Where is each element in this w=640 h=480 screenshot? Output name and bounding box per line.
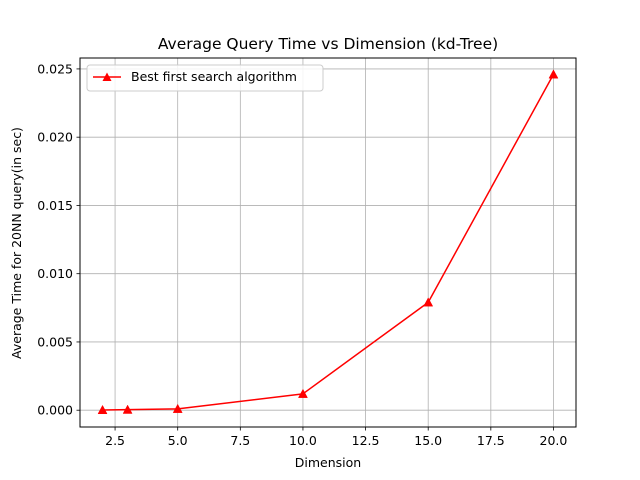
- gridlines: [80, 58, 576, 427]
- y-tick-label: 0.010: [37, 266, 73, 281]
- legend-box: [86, 64, 324, 92]
- series-line: [102, 74, 555, 411]
- x-axis-label: Dimension: [295, 455, 361, 470]
- y-tick-label: 0.015: [37, 198, 73, 213]
- chart-title: Average Query Time vs Dimension (kd-Tree…: [158, 35, 498, 53]
- legend: Best first search algorithm: [86, 64, 324, 92]
- data-point-triangle: [423, 297, 434, 307]
- x-tick-label: 2.5: [105, 433, 125, 448]
- plot-area-frame: [79, 57, 577, 428]
- data-point-triangle: [298, 388, 308, 398]
- axis-ticks: 2.5 5.0 7.5 10.0 12.5 15.0 17.5 20.0 0.000 0.005 0…: [37, 61, 567, 448]
- x-tick-label: 15.0: [414, 433, 442, 448]
- x-tick-label: 7.5: [230, 433, 250, 448]
- x-tick-label: 17.5: [477, 433, 505, 448]
- legend-label: Best first search algorithm: [131, 69, 297, 84]
- data-point-triangle: [548, 69, 559, 79]
- y-tick-label: 0.005: [37, 334, 73, 349]
- data-point-triangle: [122, 404, 133, 414]
- y-tick-label: 0.025: [37, 61, 73, 76]
- data-point-triangle: [172, 403, 183, 413]
- data-point-triangle: [97, 404, 108, 415]
- x-tick-label: 12.5: [352, 433, 380, 448]
- x-tick-label: 10.0: [289, 433, 317, 448]
- legend-triangle-marker: [102, 72, 112, 81]
- series-layer: [97, 69, 559, 415]
- x-tick-label: 20.0: [540, 433, 568, 448]
- y-tick-label: 0.000: [37, 403, 73, 418]
- x-tick-label: 5.0: [168, 433, 188, 448]
- y-axis-label: Average Time for 20NN query(in sec): [9, 127, 24, 359]
- y-tick-label: 0.020: [37, 130, 73, 145]
